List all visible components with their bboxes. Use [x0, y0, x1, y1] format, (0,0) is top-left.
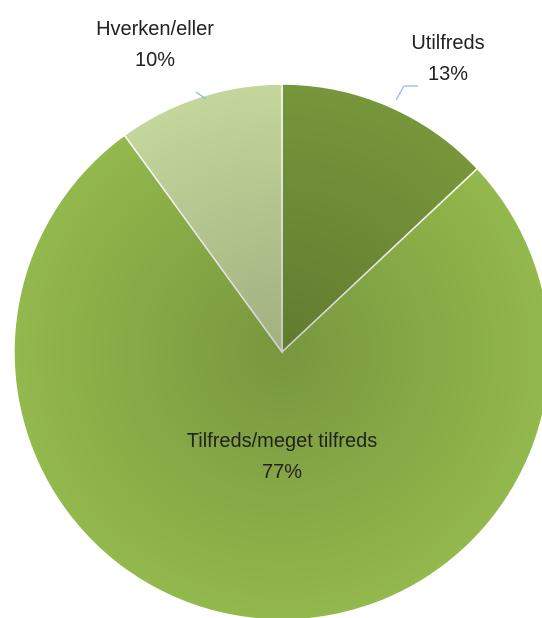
leader-line — [395, 85, 405, 101]
slice-label: Tilfreds/meget tilfreds 77% — [172, 426, 392, 488]
value-label: 77% — [261, 461, 303, 483]
value-label: 10% — [134, 49, 176, 71]
slice-label: Hverken/eller 10% — [40, 14, 270, 76]
category-name: Tilfreds/meget tilfreds — [186, 430, 378, 452]
slice-label: Utilfreds 13% — [378, 28, 518, 90]
leader-line — [195, 91, 207, 100]
category-name: Utilfreds — [411, 32, 485, 54]
category-name: Hverken/eller — [96, 18, 214, 40]
value-label: 13% — [427, 63, 469, 85]
slices — [13, 83, 542, 618]
